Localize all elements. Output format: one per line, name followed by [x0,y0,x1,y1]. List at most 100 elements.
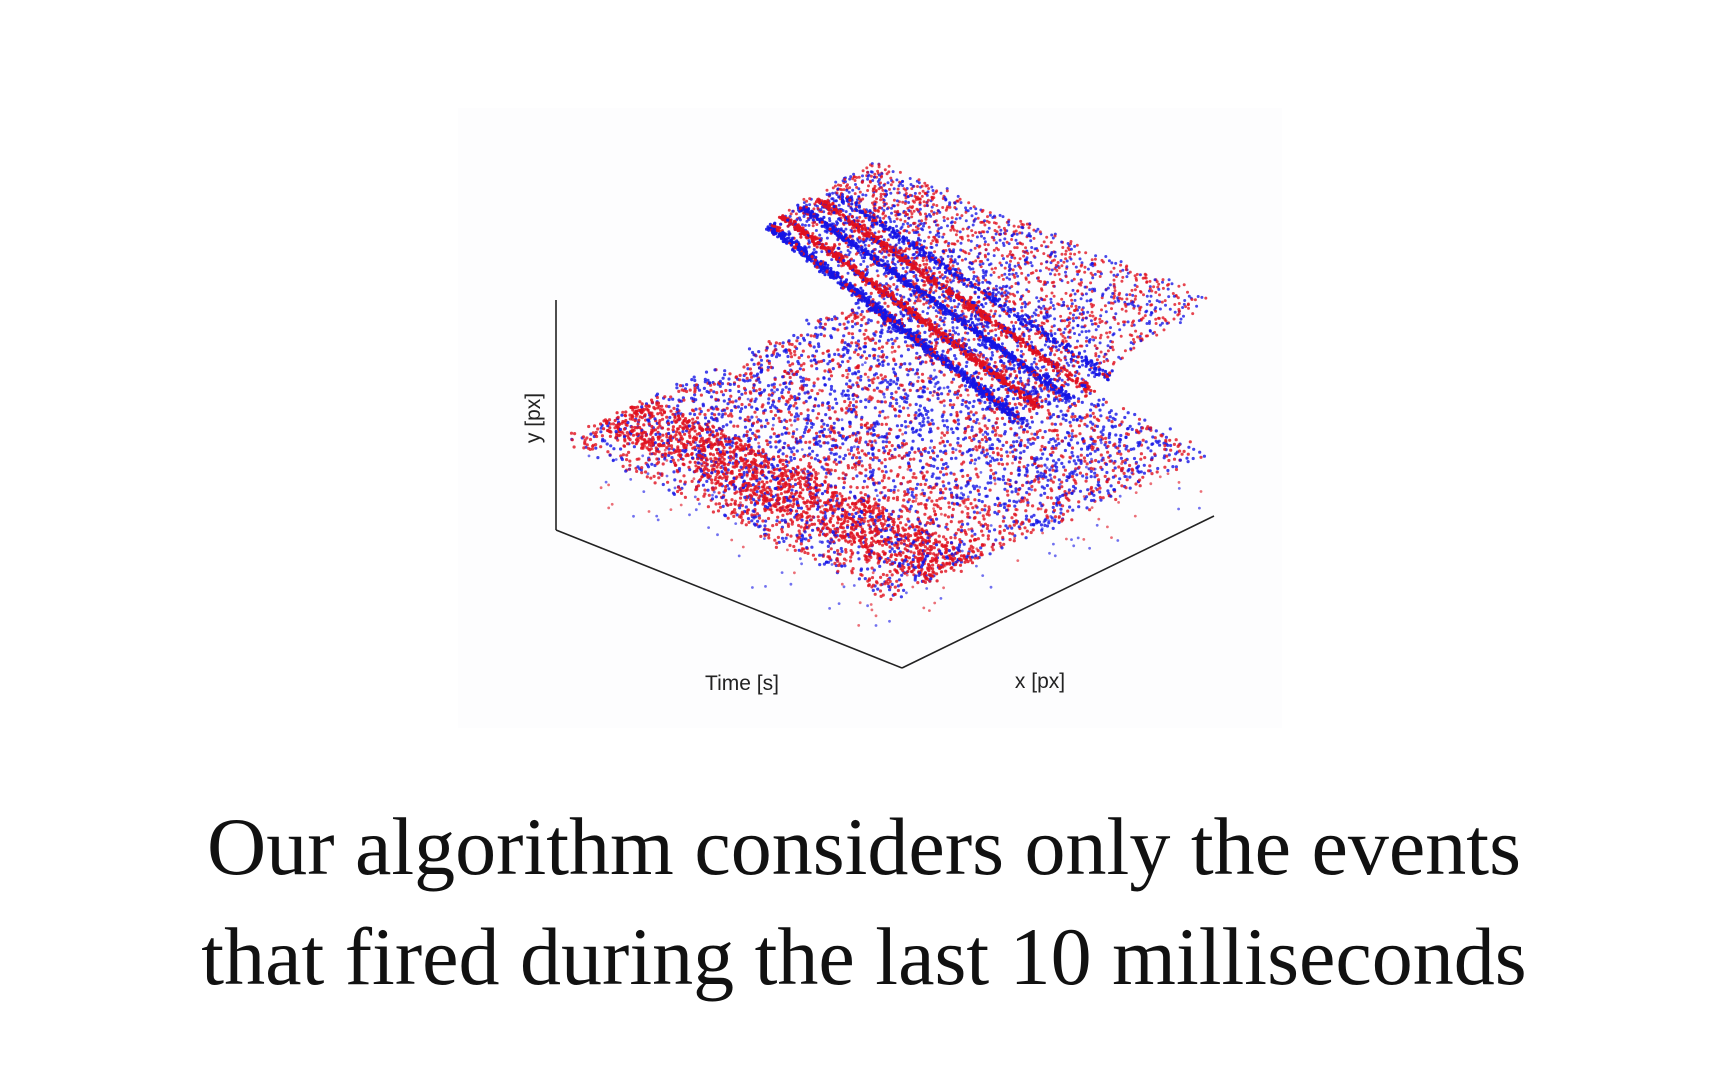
event-point [1010,516,1014,520]
event-point [728,450,733,454]
event-point [989,459,993,463]
event-point [1064,413,1068,417]
event-point [818,434,822,439]
event-point [871,458,875,462]
event-point [774,341,779,345]
event-point [892,479,896,483]
event-point [894,414,898,418]
event-point [916,517,920,522]
event-point [752,353,756,357]
event-point [946,527,950,531]
event-point [989,481,993,485]
event-point [1070,475,1075,479]
event-point [925,470,929,474]
event-point [876,376,880,380]
event-point [876,399,880,403]
event-point [806,469,810,473]
event-point [996,437,1000,442]
event-point [769,445,773,449]
event-point [732,424,736,428]
event-point [825,423,830,427]
event-point [840,549,844,554]
event-point [743,391,748,395]
event-point [1117,480,1121,485]
event-point [824,501,829,505]
event-point [751,386,756,390]
event-point [572,445,576,449]
event-point [934,382,938,386]
event-point [889,378,893,382]
event-point [895,401,899,405]
event-point [1031,528,1035,532]
event-point [908,362,912,366]
event-point [715,432,720,436]
event-point [1067,460,1071,464]
event-point [1034,381,1038,385]
event-point [682,389,686,393]
event-point [774,440,778,444]
event-point [758,380,762,384]
event-point [667,405,671,409]
event-point [856,430,860,435]
event-point [978,427,982,431]
event-point [944,452,948,456]
event-point [921,537,925,541]
event-point [1043,491,1047,495]
event-point [1106,489,1110,493]
event-point [951,377,956,381]
event-point [842,345,846,350]
event-point [733,436,737,440]
event-point [616,415,620,419]
event-point [1057,442,1061,446]
event-point [927,496,931,500]
event-point [798,367,802,371]
event-point [813,457,817,461]
event-point [887,518,891,522]
event-point [653,452,657,456]
event-point [839,354,843,358]
event-point [1051,437,1055,441]
event-point [859,323,863,328]
event-point [800,549,804,553]
event-point [835,401,839,405]
event-point [897,578,902,582]
event-point [876,358,880,362]
event-point [739,439,743,443]
event-point [824,435,829,439]
event-point [742,465,746,469]
event-point [866,321,870,325]
event-point [974,467,978,471]
event-point [909,561,913,565]
event-point [1002,542,1006,546]
event-point [1003,432,1007,436]
event-point [945,419,949,423]
event-point [929,455,933,460]
event-point [812,468,816,472]
event-point [1180,452,1184,456]
event-point [1065,478,1069,483]
event-point [1049,453,1053,457]
event-point [881,380,885,384]
event-point [1066,442,1071,447]
event-point [766,401,771,405]
event-point [893,553,898,557]
event-point [997,462,1001,466]
event-point [850,502,855,506]
event-point [631,441,635,445]
event-point [856,384,860,389]
event-point [1019,379,1023,383]
event-point [1060,485,1064,489]
event-point [935,517,939,521]
event-point [1088,391,1092,395]
event-point [955,413,959,417]
event-point [850,308,854,313]
event-point [817,360,821,364]
event-point [868,475,873,479]
event-point [642,430,646,434]
event-point [665,446,669,450]
event-point [941,439,945,443]
event-point [771,400,776,404]
event-point [908,367,913,371]
event-point [896,588,901,593]
event-point [635,469,639,473]
